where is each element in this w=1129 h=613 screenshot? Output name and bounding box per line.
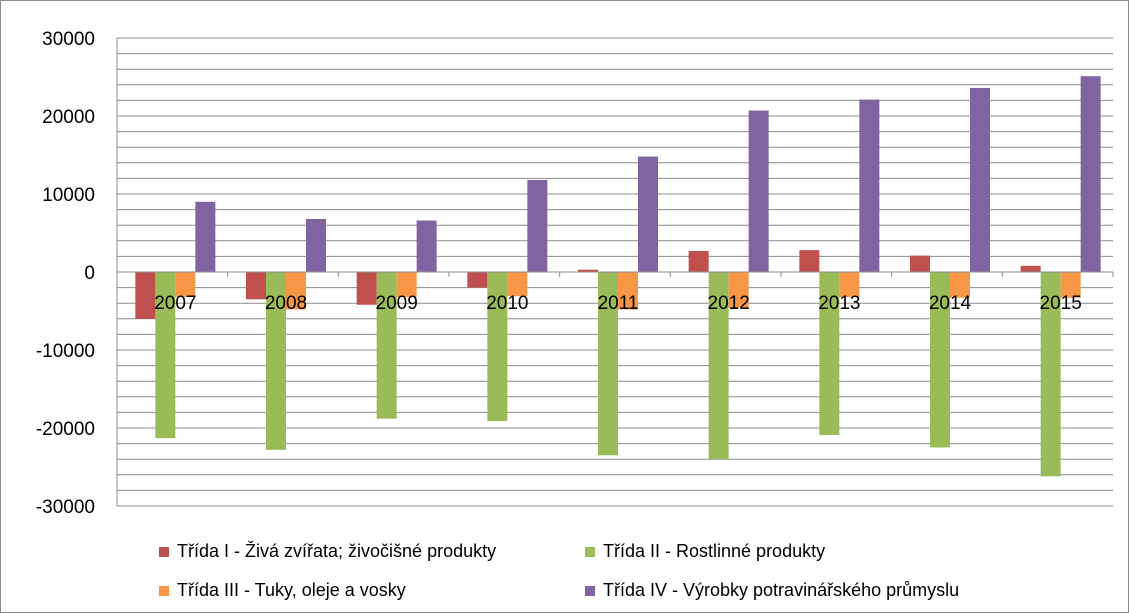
- bar-2014-series-1: [910, 255, 930, 272]
- bar-2011-series-1: [578, 269, 598, 272]
- y-tick-label: 30000: [42, 29, 95, 50]
- y-tick-labels: 30000 20000 10000 0 -10000 -20000 -30000: [36, 29, 95, 518]
- y-tick-label: -20000: [36, 419, 95, 440]
- y-tick-label: 10000: [42, 185, 95, 206]
- bar-2010-series-1: [467, 272, 488, 288]
- axes: [116, 38, 1114, 506]
- bar-2007-series-3: [175, 272, 196, 297]
- bar-2014-series-4: [970, 87, 990, 272]
- x-tick-label: 2015: [1040, 293, 1082, 314]
- bar-2009-series-2: [376, 272, 397, 419]
- bar-2008-series-3: [286, 272, 306, 310]
- bar-2013-series-4: [859, 99, 880, 273]
- bar-2008-series-2: [266, 272, 286, 450]
- bar-2007-series-2: [155, 272, 176, 439]
- y-tick-label: 20000: [42, 107, 95, 128]
- y-tick-label: -10000: [36, 341, 95, 362]
- bar-2007-series-1: [135, 272, 156, 319]
- bar-2010-series-3: [507, 272, 528, 297]
- bar-2015-series-3: [1060, 272, 1081, 298]
- bar-2012-series-4: [748, 110, 769, 272]
- bar-2013-series-2: [819, 272, 840, 436]
- x-tick-labels: 2007 2008 2009 2010 2011 2012 2013 2014 2015: [154, 293, 1082, 314]
- x-tick-label: 2008: [265, 293, 307, 314]
- bar-2015-series-1: [1020, 265, 1041, 272]
- bar-2009-series-4: [416, 220, 437, 272]
- bar-2010-series-2: [487, 272, 508, 421]
- bars: [135, 76, 1101, 477]
- x-tick-label: 2009: [376, 293, 418, 314]
- y-tick-label: 0: [84, 263, 95, 284]
- bar-2013-series-3: [839, 272, 860, 297]
- bar-2015-series-4: [1080, 76, 1101, 272]
- bar-2011-series-2: [598, 272, 618, 456]
- bar-2009-series-1: [356, 272, 377, 305]
- bar-2011-series-4: [638, 156, 658, 272]
- bar-2013-series-1: [799, 250, 820, 272]
- bar-2012-series-1: [688, 250, 709, 272]
- x-tick-label: 2011: [598, 293, 639, 314]
- x-tick-label: 2012: [708, 293, 750, 314]
- bar-2008-series-1: [246, 272, 266, 300]
- bar-2012-series-2: [708, 272, 729, 460]
- x-tick-label: 2014: [929, 293, 972, 314]
- bar-2011-series-3: [618, 272, 638, 310]
- x-tick-label: 2007: [154, 293, 196, 314]
- x-tick-label: 2013: [818, 293, 860, 314]
- y-tick-label: -30000: [36, 497, 95, 518]
- bar-2008-series-4: [306, 218, 326, 272]
- bar-2015-series-2: [1040, 272, 1061, 477]
- bar-2014-series-2: [930, 272, 950, 448]
- bar-2012-series-3: [728, 272, 749, 308]
- bar-2009-series-3: [396, 272, 417, 297]
- bar-2010-series-4: [527, 179, 548, 272]
- bar-2007-series-4: [195, 201, 216, 272]
- bar-2014-series-3: [950, 272, 970, 298]
- x-tick-label: 2010: [486, 293, 528, 314]
